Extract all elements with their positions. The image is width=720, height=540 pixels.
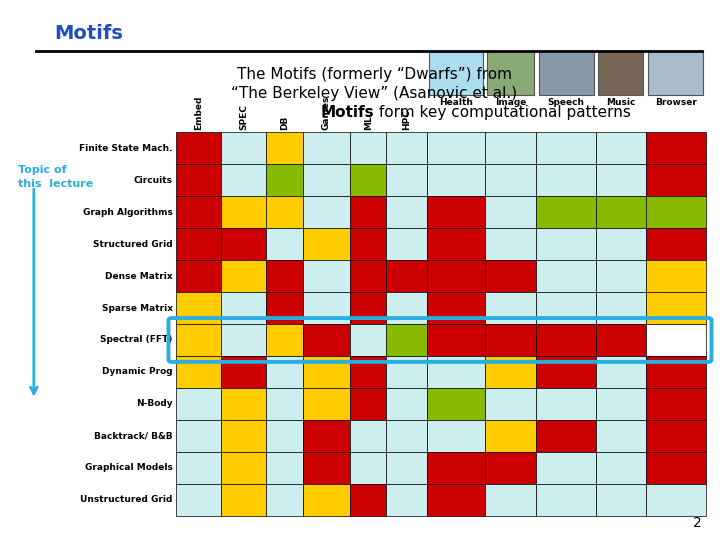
Text: Graph Algorithms: Graph Algorithms (83, 208, 173, 217)
Text: Embed: Embed (194, 95, 203, 130)
Text: this  lecture: this lecture (18, 179, 94, 190)
Text: Sparse Matrix: Sparse Matrix (102, 303, 173, 313)
Text: form key computational patterns: form key computational patterns (374, 105, 631, 120)
Text: Circuits: Circuits (134, 176, 173, 185)
Text: Image: Image (495, 98, 526, 106)
Text: Speech: Speech (548, 98, 585, 106)
Text: SPEC: SPEC (239, 104, 248, 130)
Text: The Motifs (formerly “Dwarfs”) from: The Motifs (formerly “Dwarfs”) from (237, 68, 512, 83)
Text: Topic of: Topic of (18, 165, 67, 175)
Text: Spectral (FFT): Spectral (FFT) (100, 335, 173, 345)
Text: N-Body: N-Body (136, 400, 173, 408)
Text: Motifs: Motifs (321, 105, 374, 120)
Text: Games: Games (322, 95, 331, 130)
Text: Music: Music (606, 98, 636, 106)
Text: DB: DB (280, 115, 289, 130)
Text: Browser: Browser (654, 98, 696, 106)
Text: 2: 2 (693, 516, 702, 530)
Text: Backtrack/ B&B: Backtrack/ B&B (94, 431, 173, 440)
Text: Unstructured Grid: Unstructured Grid (81, 495, 173, 504)
Text: Motifs: Motifs (54, 24, 123, 43)
Text: Finite State Mach.: Finite State Mach. (79, 144, 173, 153)
Text: Structured Grid: Structured Grid (93, 240, 173, 248)
Text: Dynamic Prog: Dynamic Prog (102, 367, 173, 376)
Text: HPC: HPC (402, 109, 411, 130)
Text: Graphical Models: Graphical Models (85, 463, 173, 472)
Text: ML: ML (364, 115, 373, 130)
Text: Dense Matrix: Dense Matrix (105, 272, 173, 281)
Text: “The Berkeley View” (Asanovic et al.): “The Berkeley View” (Asanovic et al.) (231, 86, 518, 102)
Text: Health: Health (439, 98, 473, 106)
